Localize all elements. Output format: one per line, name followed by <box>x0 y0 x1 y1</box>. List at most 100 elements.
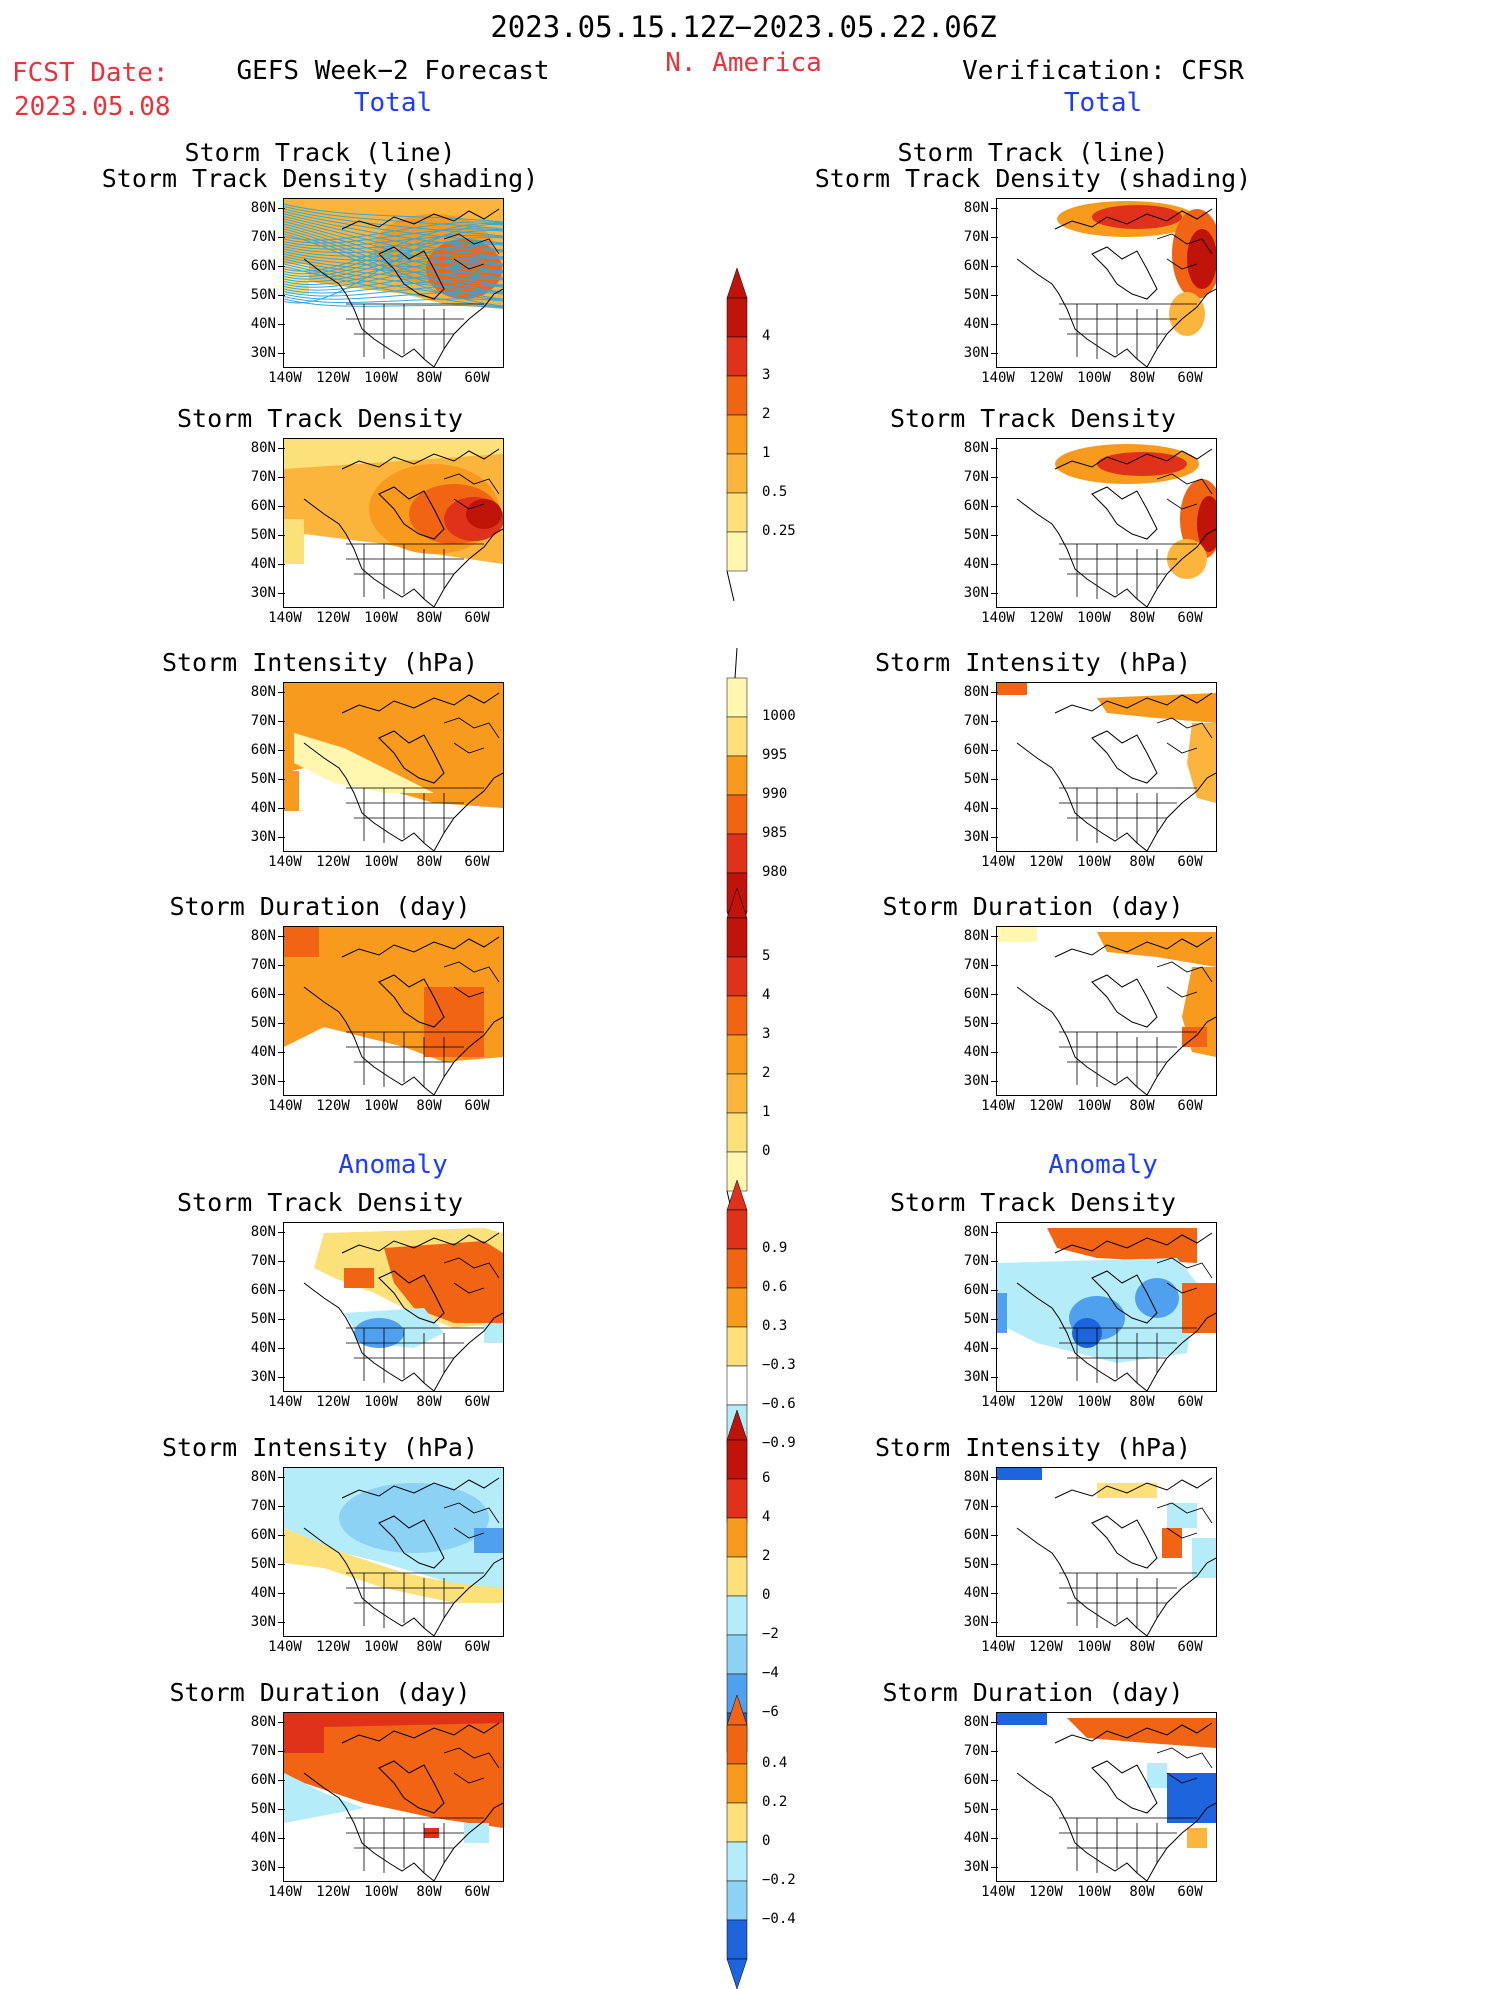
region-title: N. America <box>665 48 822 78</box>
map-plot <box>996 198 1217 368</box>
lat-label: 80N <box>949 684 998 700</box>
panel-title: Storm Intensity (hPa) <box>874 1433 1192 1462</box>
panel-title: Storm Intensity (hPa) <box>874 648 1192 677</box>
panel-subtitle: Storm Track Density (shading) <box>101 164 539 193</box>
lat-label: 40N <box>236 1585 285 1601</box>
lon-label: 100W <box>364 1098 398 1114</box>
lon-label: 80W <box>1129 854 1155 870</box>
lon-label: 80W <box>416 1098 442 1114</box>
panel-title: Storm Track Density <box>890 404 1176 433</box>
lat-label: 40N <box>236 1044 285 1060</box>
lat-label: 30N <box>949 1614 998 1630</box>
lon-label: 60W <box>464 854 490 870</box>
lon-label: 100W <box>364 854 398 870</box>
colorbar-tick: 0.2 <box>762 1794 788 1810</box>
lon-label: 100W <box>364 1394 398 1410</box>
lon-label: 120W <box>1029 370 1063 386</box>
lon-label: 120W <box>1029 1098 1063 1114</box>
lon-label: 120W <box>316 1098 350 1114</box>
fcst-date-label: FCST Date: <box>12 58 169 88</box>
lon-label: 60W <box>1177 1394 1203 1410</box>
lon-label: 140W <box>268 370 302 386</box>
map-plot <box>283 1712 504 1882</box>
lon-label: 140W <box>268 1394 302 1410</box>
lat-label: 30N <box>236 1369 285 1385</box>
panel-adens-forecast: Storm Track Density 80N 70N 60N 50N 40N 30N 14… <box>0 1190 640 1450</box>
lon-label: 140W <box>268 1639 302 1655</box>
colorbar-tick: −4 <box>762 1665 779 1681</box>
lat-label: 60N <box>236 498 285 514</box>
lat-label: 60N <box>236 1527 285 1543</box>
lon-label: 140W <box>981 854 1015 870</box>
lat-label: 80N <box>236 684 285 700</box>
lat-label: 70N <box>236 1498 285 1514</box>
lat-label: 60N <box>949 498 998 514</box>
lat-label: 40N <box>949 1044 998 1060</box>
right-column-title: Verification: CFSR <box>962 56 1244 86</box>
lat-label: 80N <box>949 928 998 944</box>
lon-label: 100W <box>1077 1394 1111 1410</box>
colorbar-tick: 990 <box>762 786 788 802</box>
lat-label: 40N <box>949 556 998 572</box>
lon-label: 140W <box>981 610 1015 626</box>
lat-label: 80N <box>236 928 285 944</box>
lat-label: 60N <box>949 986 998 1002</box>
lon-label: 140W <box>981 1394 1015 1410</box>
map-plot <box>283 682 504 852</box>
lat-label: 80N <box>949 200 998 216</box>
map-plot <box>283 926 504 1096</box>
colorbar-tick: 4 <box>762 328 771 344</box>
lon-label: 60W <box>464 1884 490 1900</box>
lon-label: 60W <box>1177 610 1203 626</box>
lat-label: 40N <box>236 800 285 816</box>
colorbar-tick: 0 <box>762 1587 771 1603</box>
lon-label: 120W <box>316 610 350 626</box>
panel-dens-verification: Storm Track Density 80N 70N 60N 50N 40N 30N 14… <box>713 406 1353 666</box>
panel-title: Storm Track Density <box>177 404 463 433</box>
panel-title: Storm Track Density <box>177 1188 463 1217</box>
lat-label: 80N <box>236 440 285 456</box>
lat-label: 80N <box>236 1469 285 1485</box>
panel-title: Storm Intensity (hPa) <box>161 648 479 677</box>
lat-label: 40N <box>949 1830 998 1846</box>
lat-label: 40N <box>949 1340 998 1356</box>
lat-label: 70N <box>949 1253 998 1269</box>
lat-label: 70N <box>949 1498 998 1514</box>
lon-label: 60W <box>1177 1639 1203 1655</box>
map-plot <box>996 1467 1217 1637</box>
panel-title: Storm Duration (day) <box>882 892 1184 921</box>
lat-label: 60N <box>236 742 285 758</box>
lon-label: 140W <box>268 610 302 626</box>
panel-title: Storm Duration (day) <box>169 892 471 921</box>
lat-label: 40N <box>949 316 998 332</box>
colorbar-tick: −0.3 <box>762 1357 796 1373</box>
panel-title: Storm Track Density <box>890 1188 1176 1217</box>
lat-label: 80N <box>949 440 998 456</box>
lat-label: 70N <box>949 957 998 973</box>
colorbar-tick: 2 <box>762 1548 771 1564</box>
left-anomaly-label: Anomaly <box>338 1150 448 1180</box>
lat-label: 30N <box>949 1369 998 1385</box>
lat-label: 80N <box>949 1714 998 1730</box>
lat-label: 70N <box>949 229 998 245</box>
lon-label: 60W <box>1177 1884 1203 1900</box>
fcst-date-value: 2023.05.08 <box>14 92 171 122</box>
lon-label: 80W <box>1129 1098 1155 1114</box>
lon-label: 80W <box>416 610 442 626</box>
lon-label: 120W <box>1029 1394 1063 1410</box>
colorbar-tick: 3 <box>762 367 771 383</box>
lat-label: 30N <box>949 345 998 361</box>
lat-label: 60N <box>236 258 285 274</box>
lat-label: 70N <box>236 1743 285 1759</box>
lat-label: 80N <box>236 200 285 216</box>
lon-label: 120W <box>316 854 350 870</box>
lat-label: 30N <box>949 829 998 845</box>
lon-label: 100W <box>1077 610 1111 626</box>
colorbar-tick: −0.2 <box>762 1872 796 1888</box>
panel-title: Storm Duration (day) <box>882 1678 1184 1707</box>
lat-label: 50N <box>236 1801 285 1817</box>
lon-label: 140W <box>981 370 1015 386</box>
lat-label: 30N <box>236 585 285 601</box>
colorbar-tick: 0.9 <box>762 1240 788 1256</box>
panel-title: Storm Duration (day) <box>169 1678 471 1707</box>
